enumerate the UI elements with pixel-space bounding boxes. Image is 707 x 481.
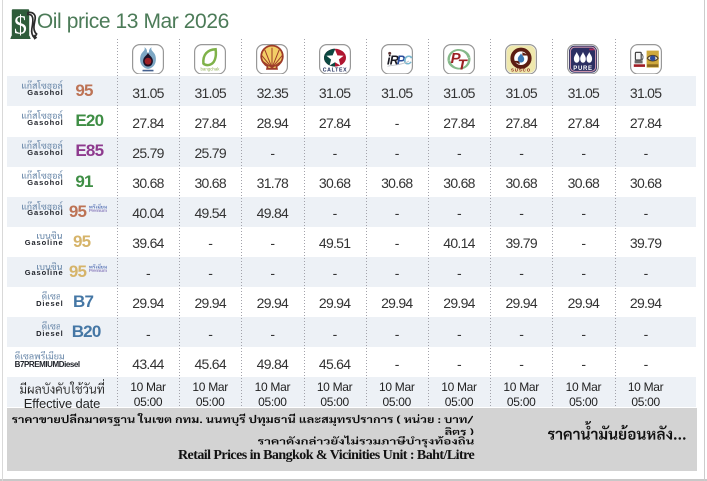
svg-text:bangchak: bangchak [201, 66, 221, 71]
svg-text:$: $ [13, 10, 26, 39]
svg-text:CALTEX: CALTEX [322, 67, 347, 73]
svg-text:SUSCO: SUSCO [511, 67, 531, 72]
svg-text:C: C [403, 53, 413, 67]
svg-text:PURE: PURE [574, 66, 593, 72]
svg-text:iR: iR [387, 53, 399, 67]
svg-text:T: T [458, 56, 469, 73]
svg-text:P: P [451, 50, 462, 67]
svg-text:P: P [397, 53, 406, 67]
